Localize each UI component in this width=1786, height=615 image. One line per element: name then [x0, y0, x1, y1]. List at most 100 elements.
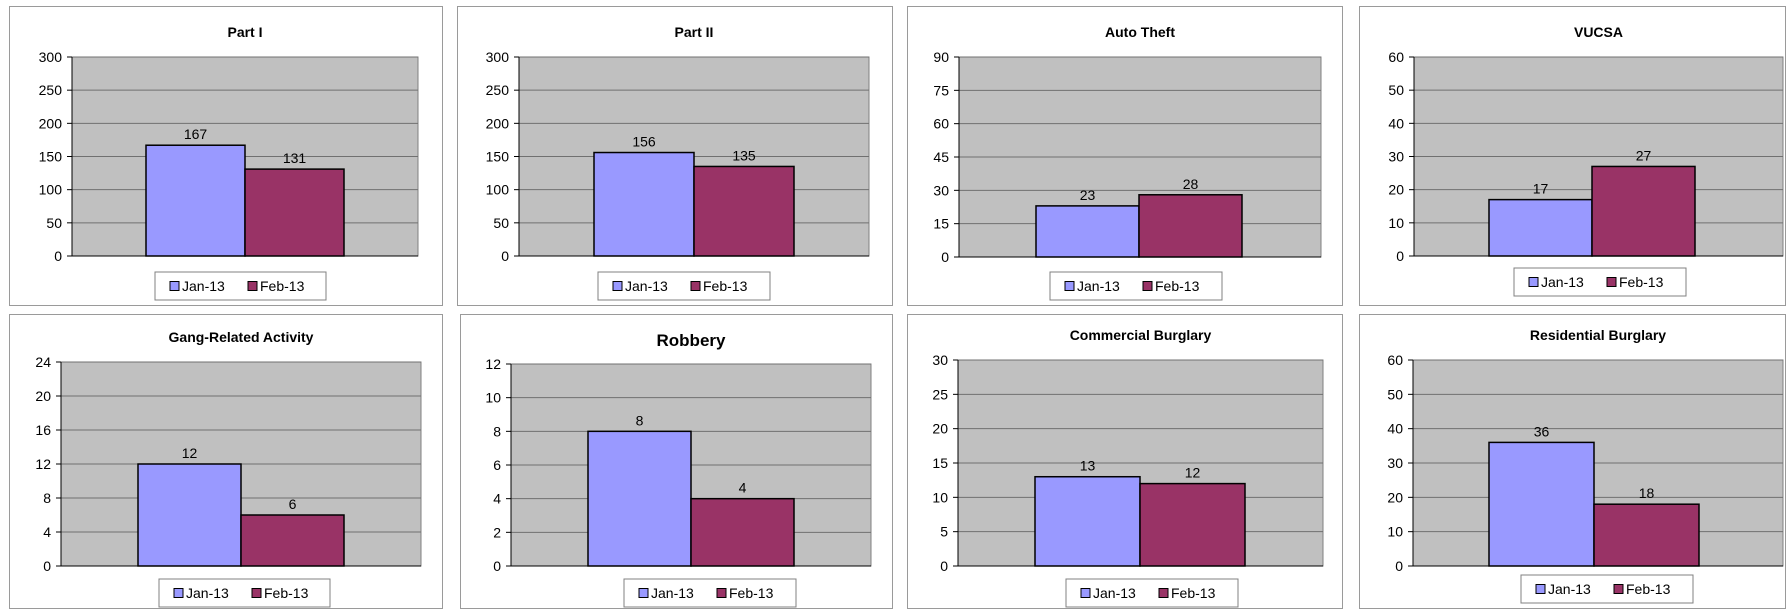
legend-swatch — [1606, 277, 1617, 287]
bar-jan-13 — [593, 151, 695, 257]
legend — [154, 271, 327, 301]
y-tick-label: 24 — [35, 354, 51, 370]
y-tick-label: 10 — [485, 390, 501, 406]
y-tick-label: 0 — [501, 248, 509, 264]
chart-title: Part I — [227, 24, 262, 40]
chart-residential-burglary: Residential Burglary 0 10 20 30 40 50 60 36 18 Jan… — [1359, 314, 1786, 609]
y-tick-label: 16 — [35, 422, 51, 438]
chart-part-ii: Part II 0 50 100 150 200 250 300 156 135 Jan-13 Feb… — [457, 6, 893, 306]
bar-jan-13 — [137, 463, 242, 567]
y-tick-label: 50 — [1388, 82, 1404, 98]
legend-swatch — [716, 588, 727, 598]
y-tick-label: 200 — [39, 115, 63, 131]
legend-label: Jan-13 — [1541, 274, 1584, 290]
chart-svg: Robbery 0 2 4 6 8 10 12 8 4 Jan-13 Feb-13 — [485, 331, 872, 608]
y-tick-label: 4 — [43, 524, 51, 540]
y-tick-label: 20 — [932, 421, 948, 437]
y-tick-label: 40 — [1387, 421, 1403, 437]
data-label: 156 — [632, 134, 656, 150]
y-tick-label: 60 — [1388, 49, 1404, 65]
legend — [1520, 574, 1694, 604]
chart-title: Auto Theft — [1105, 24, 1175, 40]
legend — [623, 578, 797, 608]
y-tick-label: 0 — [43, 558, 51, 574]
bar-feb-13 — [1591, 165, 1696, 257]
y-tick-label: 150 — [486, 149, 510, 165]
y-tick-label: 250 — [486, 82, 510, 98]
legend — [1513, 267, 1687, 297]
chart-commercial-burglary: Commercial Burglary 0 5 10 15 20 25 30 13 12 Jan-1… — [907, 314, 1343, 609]
y-tick-label: 20 — [1387, 489, 1403, 505]
y-tick-label: 20 — [1388, 182, 1404, 198]
y-tick-label: 0 — [941, 249, 949, 265]
chart-title: Residential Burglary — [1530, 327, 1666, 343]
y-tick-label: 100 — [39, 182, 63, 198]
y-tick-label: 50 — [46, 215, 62, 231]
y-tick-label: 10 — [932, 489, 948, 505]
bar-jan-13 — [1034, 475, 1141, 567]
data-label: 18 — [1639, 485, 1655, 501]
legend-label: Feb-13 — [1626, 581, 1671, 597]
y-tick-label: 60 — [933, 116, 949, 132]
legend-label: Feb-13 — [1155, 278, 1200, 294]
data-label: 167 — [184, 126, 208, 142]
data-label: 36 — [1534, 423, 1550, 439]
y-tick-label: 20 — [35, 388, 51, 404]
y-tick-label: 0 — [940, 558, 948, 574]
legend-swatch — [638, 588, 649, 598]
y-tick-label: 8 — [493, 423, 501, 439]
legend-swatch — [247, 281, 258, 291]
y-tick-label: 8 — [43, 490, 51, 506]
data-label: 23 — [1080, 187, 1096, 203]
legend-label: Jan-13 — [1093, 585, 1136, 601]
chart-part-i: Part I 0 50 100 150 200 250 300 167 131 Jan-13 Feb-… — [9, 6, 443, 306]
chart-gang-related-activity: Gang-Related Activity 0 4 8 12 16 20 24 12 6 Jan-1… — [9, 314, 443, 609]
data-label: 4 — [739, 480, 747, 496]
bar-feb-13 — [693, 165, 795, 257]
bar-jan-13 — [1488, 441, 1595, 567]
bar-feb-13 — [1138, 194, 1243, 258]
bar-jan-13 — [1488, 198, 1593, 257]
legend-swatch — [169, 281, 180, 291]
chart-svg: Residential Burglary 0 10 20 30 40 50 60 36 18 Jan… — [1387, 327, 1784, 604]
legend-label: Feb-13 — [1171, 585, 1216, 601]
chart-svg: Auto Theft 0 15 30 45 60 75 90 23 28 Jan-13 Feb-13 — [933, 24, 1322, 301]
legend-swatch — [173, 588, 184, 598]
legend — [1049, 271, 1223, 301]
y-tick-label: 0 — [1396, 248, 1404, 264]
legend-label: Feb-13 — [729, 585, 774, 601]
legend — [158, 578, 331, 608]
data-label: 131 — [283, 150, 307, 166]
chart-title: Gang-Related Activity — [169, 329, 314, 345]
y-tick-label: 90 — [933, 49, 949, 65]
y-tick-label: 12 — [35, 456, 51, 472]
legend-label: Feb-13 — [1619, 274, 1664, 290]
legend-swatch — [1158, 588, 1169, 598]
legend-swatch — [1613, 584, 1624, 594]
legend — [1065, 578, 1239, 608]
y-tick-label: 100 — [486, 182, 510, 198]
legend — [597, 271, 771, 301]
chart-svg: Commercial Burglary 0 5 10 15 20 25 30 13 12 Jan-1… — [932, 327, 1324, 608]
chart-svg: Gang-Related Activity 0 4 8 12 16 20 24 12 6 Jan-1… — [35, 329, 422, 608]
y-tick-label: 15 — [932, 455, 948, 471]
y-tick-label: 30 — [1387, 455, 1403, 471]
chart-svg: Part II 0 50 100 150 200 250 300 156 135 Jan-13 Feb… — [486, 24, 870, 301]
data-label: 135 — [732, 147, 756, 163]
legend-swatch — [612, 281, 623, 291]
y-tick-label: 0 — [54, 248, 62, 264]
y-tick-label: 300 — [39, 49, 63, 65]
bar-feb-13 — [240, 514, 345, 567]
chart-robbery: Robbery 0 2 4 6 8 10 12 8 4 Jan-13 Feb-13 — [460, 314, 893, 609]
legend-label: Feb-13 — [264, 585, 309, 601]
legend-swatch — [1142, 281, 1153, 291]
legend-label: Jan-13 — [1077, 278, 1120, 294]
chart-title: Robbery — [657, 331, 727, 350]
legend-swatch — [1064, 281, 1075, 291]
data-label: 27 — [1636, 147, 1652, 163]
data-label: 28 — [1183, 176, 1199, 192]
legend-swatch — [1535, 584, 1546, 594]
bar-feb-13 — [244, 168, 345, 257]
legend-swatch — [251, 588, 262, 598]
bar-jan-13 — [145, 144, 246, 257]
